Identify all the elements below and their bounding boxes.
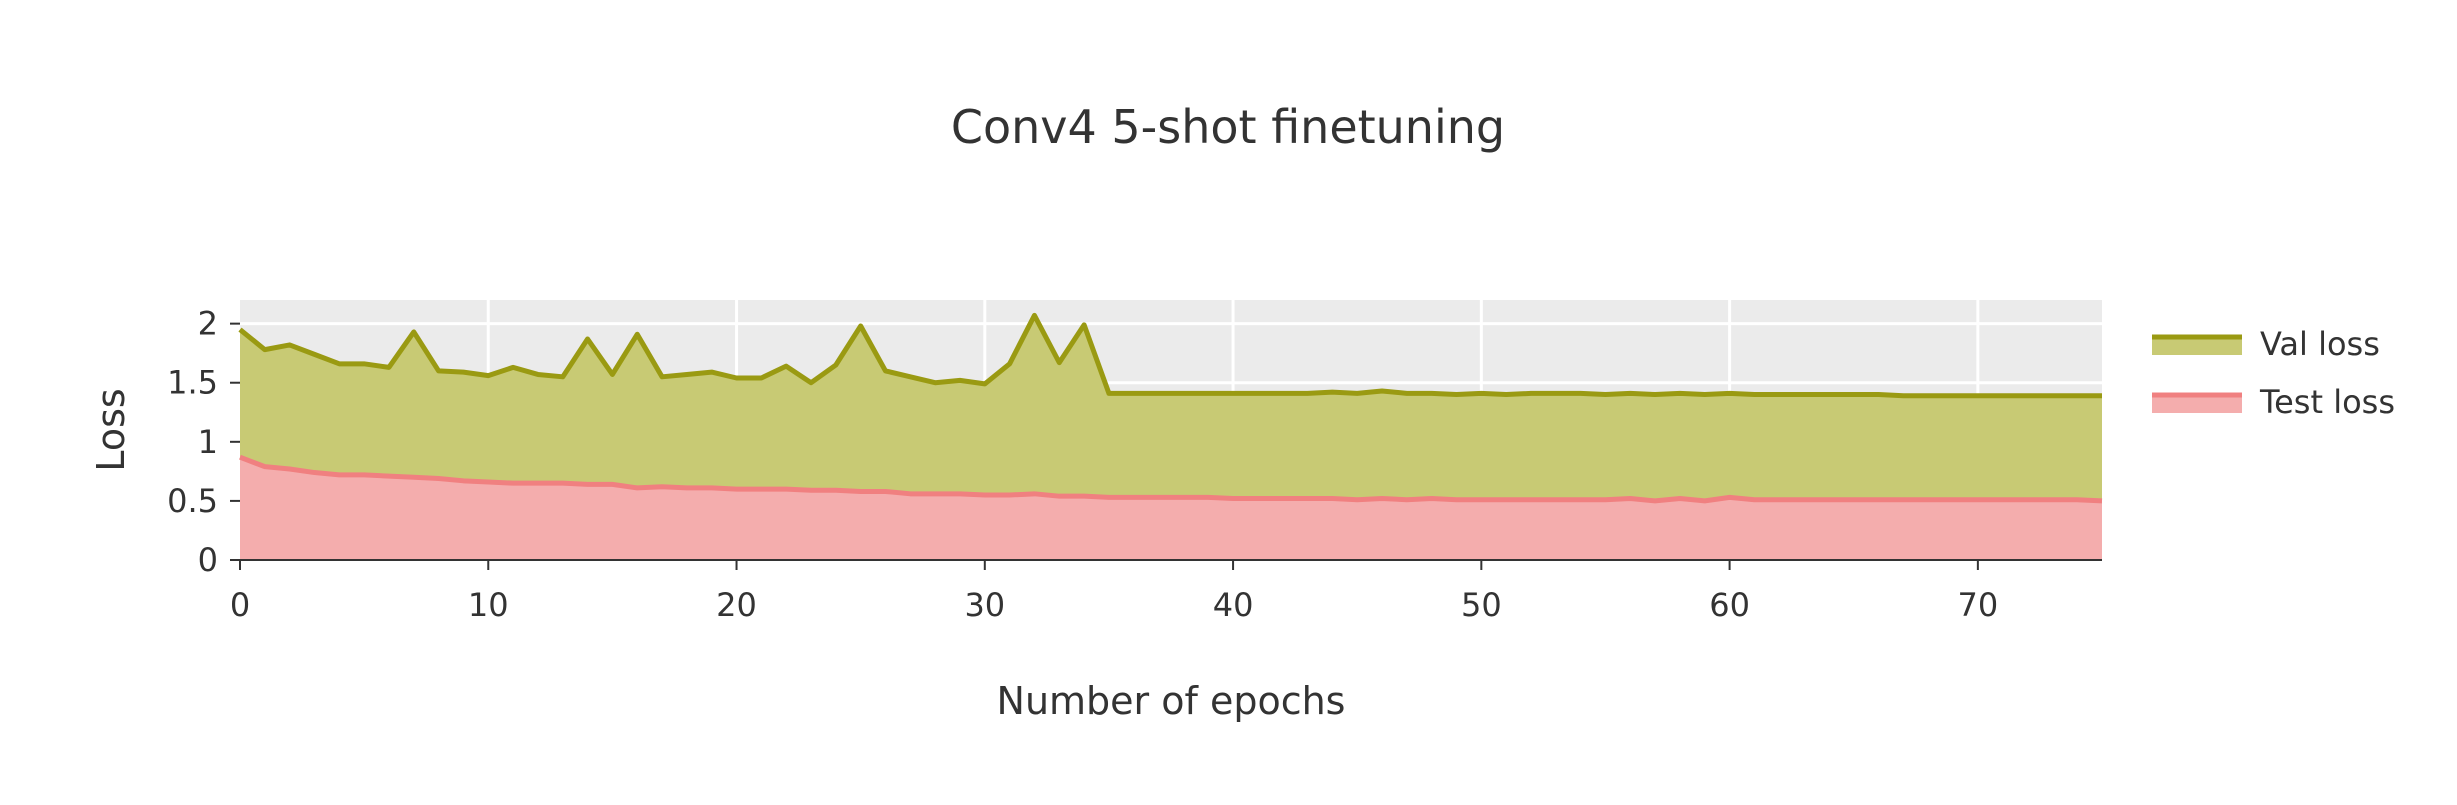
line-test-loss bbox=[239, 454, 2103, 504]
chart-title: Conv4 5-shot finetuning bbox=[951, 100, 1505, 154]
legend: Val loss Test loss bbox=[2152, 325, 2395, 421]
x-tick-label: 20 bbox=[716, 586, 757, 624]
x-tick-label: 50 bbox=[1461, 586, 1502, 624]
x-axis-label: Number of epochs bbox=[997, 679, 1346, 723]
x-tick-label: 30 bbox=[964, 586, 1005, 624]
x-axis: 0 10 20 30 40 50 60 70 bbox=[230, 559, 2102, 624]
legend-swatch-fill bbox=[2152, 395, 2242, 413]
series-lines bbox=[238, 312, 2103, 504]
y-axis-label: Loss bbox=[89, 388, 133, 471]
line-val-loss bbox=[238, 312, 2102, 399]
y-tick-label: 1.5 bbox=[167, 364, 218, 402]
legend-label: Val loss bbox=[2260, 325, 2380, 363]
legend-swatch-fill bbox=[2152, 337, 2242, 355]
y-tick-label: 2 bbox=[198, 305, 218, 343]
x-tick-label: 40 bbox=[1213, 586, 1254, 624]
x-tick-label: 0 bbox=[230, 586, 250, 624]
y-tick-label: 1 bbox=[198, 423, 218, 461]
y-tick-label: 0 bbox=[198, 541, 218, 579]
x-tick-label: 70 bbox=[1958, 586, 1999, 624]
x-tick-label: 10 bbox=[468, 586, 509, 624]
x-tick-label: 60 bbox=[1709, 586, 1750, 624]
legend-label: Test loss bbox=[2259, 383, 2395, 421]
y-tick-label: 0.5 bbox=[167, 482, 218, 520]
area-test-loss bbox=[240, 457, 2102, 560]
y-axis: 0 0.5 1 1.5 2 bbox=[167, 305, 240, 579]
